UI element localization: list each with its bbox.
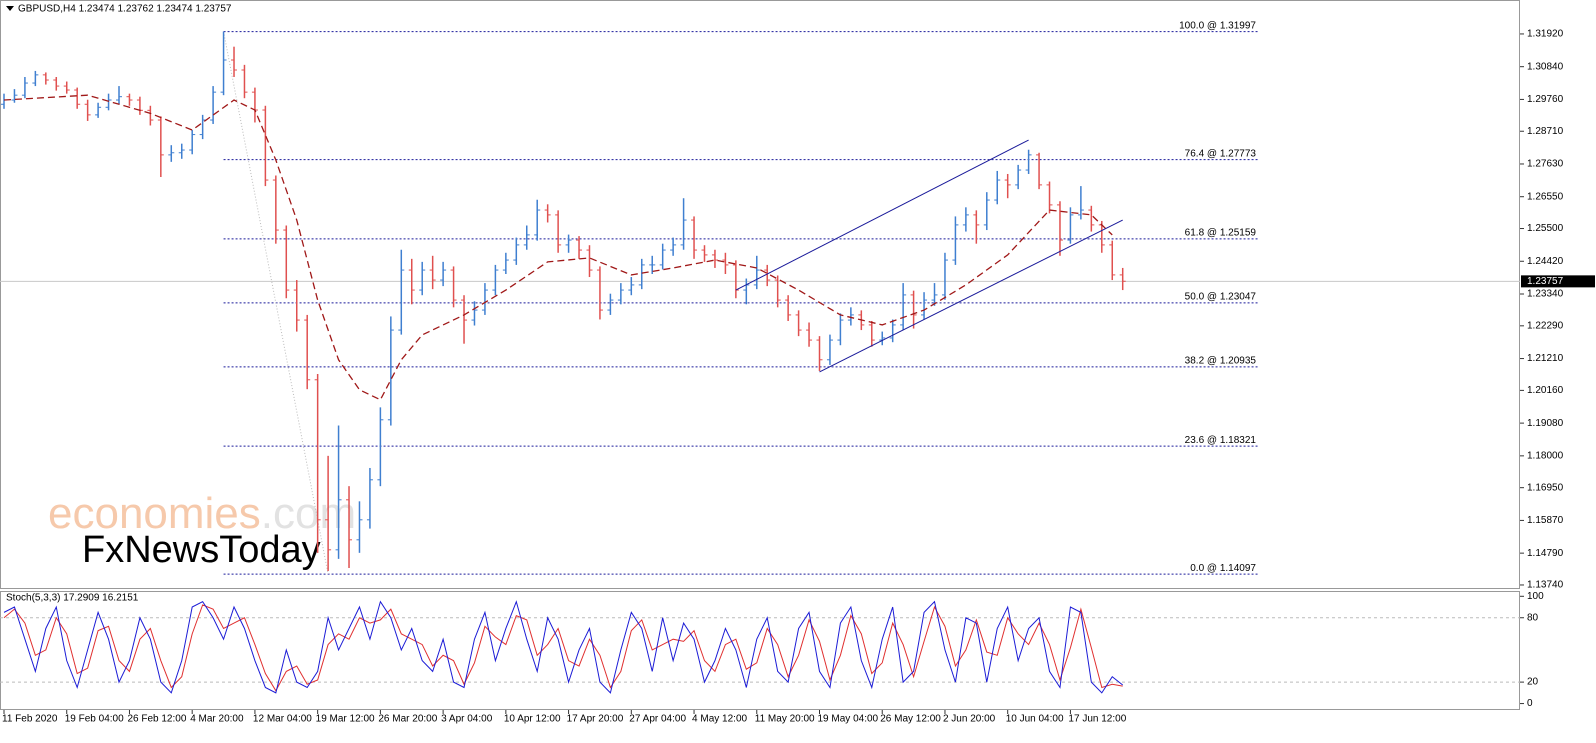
y-tick-label: 0 [1527,698,1533,709]
channel-line [819,219,1123,373]
x-tick-label: 26 Mar 20:00 [378,714,437,725]
x-tick-label: 19 Feb 04:00 [65,714,124,725]
fib-base [223,31,329,575]
x-tick-label: 11 May 20:00 [755,714,815,725]
chart-title: GBPUSD,H4 1.23474 1.23762 1.23474 1.2375… [18,4,232,15]
y-tick-label: 1.27630 [1527,159,1564,170]
watermark-brand: economies.com [48,489,356,538]
fib-label: 0.0 @ 1.14097 [1190,563,1256,574]
fib-label: 23.6 @ 1.18321 [1185,435,1257,446]
x-tick-label: 19 May 04:00 [818,714,879,725]
stoch-line [3,600,1124,694]
x-tick-label: 26 Feb 12:00 [127,714,186,725]
y-tick-label: 1.22290 [1527,320,1564,331]
watermark-name: economies [48,489,261,538]
channel-line [735,139,1029,291]
y-tick-label: 80 [1527,612,1539,623]
stoch-title: Stoch(5,3,3) 17.2909 16.2151 [6,593,139,604]
y-tick-label: 1.15870 [1527,515,1564,526]
fib-label: 50.0 @ 1.23047 [1185,292,1257,303]
y-tick-label: 1.16950 [1527,482,1564,493]
y-tick-label: 1.18000 [1527,450,1564,461]
y-tick-label: 1.25500 [1527,223,1564,234]
x-tick-label: 3 Apr 04:00 [441,714,493,725]
main-frame [0,0,1520,589]
x-tick-label: 27 Apr 04:00 [629,714,686,725]
x-tick-label: 12 Mar 04:00 [253,714,312,725]
y-tick-label: 1.29760 [1527,94,1564,105]
y-tick-label: 1.31920 [1527,29,1564,40]
x-tick-label: 17 Jun 12:00 [1068,714,1126,725]
fib-label: 100.0 @ 1.31997 [1179,20,1256,31]
watermark-sub: FxNewsToday [82,529,321,571]
y-tick-label: 1.26550 [1527,191,1564,202]
watermark-domain: .com [261,489,356,538]
y-tick-label: 1.23340 [1527,289,1564,300]
y-tick-label: 1.19080 [1527,418,1564,429]
x-tick-label: 2 Jun 20:00 [943,714,996,725]
x-tick-label: 4 Mar 20:00 [190,714,244,725]
moving-average [3,94,1113,401]
x-tick-label: 26 May 12:00 [880,714,941,725]
y-tick-label: 1.14790 [1527,548,1564,559]
x-tick-label: 19 Mar 12:00 [316,714,375,725]
x-tick-label: 17 Apr 20:00 [567,714,624,725]
y-tick-label: 1.24420 [1527,256,1564,267]
x-tick-label: 10 Jun 04:00 [1006,714,1064,725]
y-tick-label: 20 [1527,677,1539,688]
y-tick-label: 1.20160 [1527,385,1564,396]
y-tick-label: 1.30840 [1527,61,1564,72]
y-tick-label: 1.28710 [1527,126,1564,137]
fib-label: 61.8 @ 1.25159 [1185,228,1257,239]
last-price-box [1521,275,1595,288]
x-tick-label: 10 Apr 12:00 [504,714,561,725]
y-tick-label: 1.13740 [1527,580,1564,591]
stoch-frame [0,591,1520,710]
y-tick-label: 1.21210 [1527,353,1564,364]
y-tick-label: 100 [1527,591,1544,602]
x-tick-label: 4 May 12:00 [692,714,747,725]
fib-label: 38.2 @ 1.20935 [1185,356,1257,367]
x-tick-label: 11 Feb 2020 [2,714,58,725]
last-price-label: 1.23757 [1527,276,1564,287]
fib-label: 76.4 @ 1.27773 [1185,148,1257,159]
menu-icon [6,6,14,11]
